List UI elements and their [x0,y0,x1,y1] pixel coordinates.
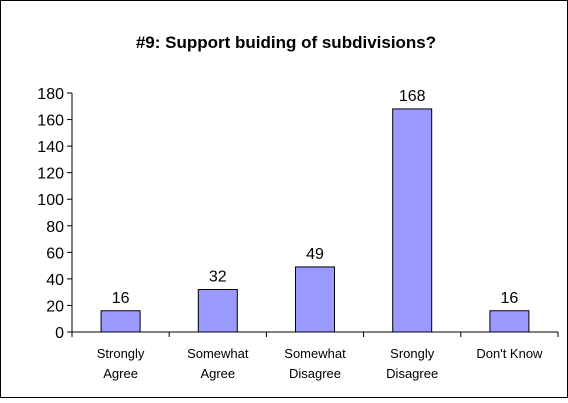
x-category-label: Srongly [390,346,435,361]
bar [295,266,335,333]
y-tick-label: 100 [37,192,64,209]
y-tick-label: 120 [37,166,64,183]
y-tick-label: 80 [46,219,64,236]
x-axis: Strongly Agree Somewhat Agree Somewhat Disagr… [71,331,559,381]
bar-value-label: 16 [112,290,130,307]
x-category-label: Strongly [97,346,145,361]
bar [489,310,530,333]
bar [100,310,141,333]
x-category-label: Somewhat [187,346,249,361]
x-category-label: Somewhat [284,346,346,361]
y-tick-label: 20 [46,298,64,315]
chart-title: #9: Support buiding of subdivisions? [136,33,436,52]
x-category-label: Disagree [289,366,341,381]
x-category-label: Agree [200,366,235,381]
bar [197,289,238,333]
bar-value-label: 168 [399,88,426,105]
y-tick-label: 160 [37,113,64,130]
x-category-label: Disagree [386,366,438,381]
x-category-label: Agree [103,366,138,381]
y-tick-label: 40 [46,272,64,289]
y-tick-label: 0 [55,325,64,342]
y-tick-label: 180 [37,86,64,103]
bar-value-label: 32 [209,269,227,286]
bar-value-label: 16 [501,290,519,307]
x-category-label: Don't Know [476,346,543,361]
y-tick-label: 140 [37,139,64,156]
bar [392,108,433,333]
bar-value-label: 49 [306,246,324,263]
bars: 16 32 49 168 16 [100,88,530,333]
y-axis: 0 20 40 60 80 100 120 140 160 180 [37,86,73,342]
y-tick-label: 60 [46,245,64,262]
